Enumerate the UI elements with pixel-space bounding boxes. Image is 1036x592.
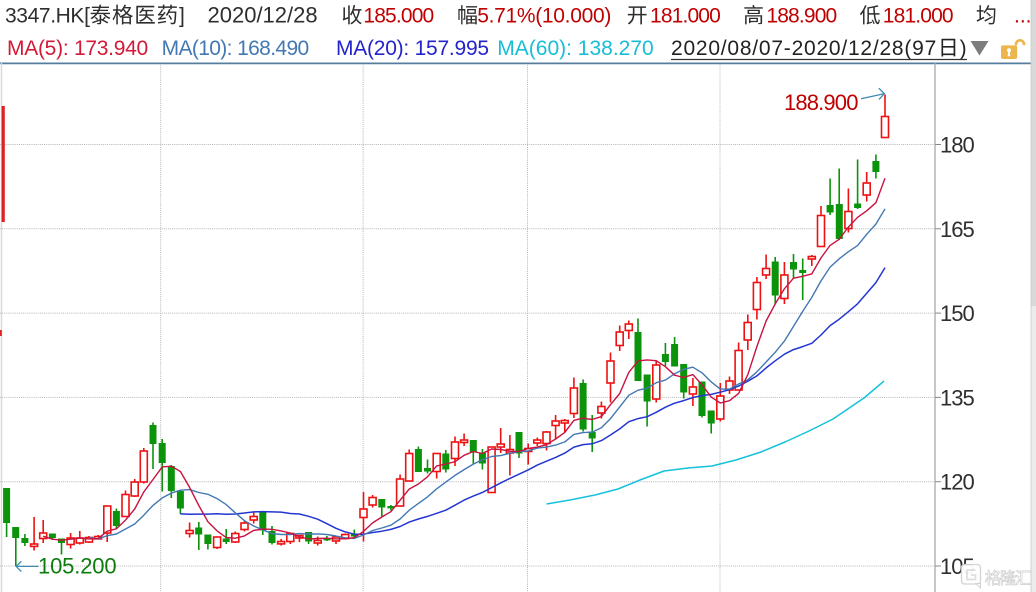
svg-text:165: 165 — [940, 217, 974, 242]
svg-text:188.900: 188.900 — [766, 5, 836, 28]
svg-text:3347.HK[: 3347.HK[ — [5, 5, 90, 28]
svg-text:MA(20): 157.995: MA(20): 157.995 — [336, 37, 489, 60]
svg-text:181.000: 181.000 — [883, 5, 953, 28]
svg-text:MA(5): 173.940: MA(5): 173.940 — [7, 37, 148, 60]
svg-text:105.200: 105.200 — [38, 554, 116, 579]
svg-text:180: 180 — [940, 133, 974, 158]
svg-text:]: ] — [179, 5, 185, 28]
svg-text:...: ... — [1014, 5, 1032, 28]
svg-text:181.000: 181.000 — [650, 5, 720, 28]
svg-text:): ) — [960, 37, 967, 60]
svg-text:2020/12/28: 2020/12/28 — [208, 3, 318, 28]
svg-text:188.900: 188.900 — [784, 90, 858, 115]
svg-text:185.000: 185.000 — [363, 5, 433, 28]
svg-text:135: 135 — [940, 385, 974, 410]
svg-text:2020/08/07-2020/12/28(97: 2020/08/07-2020/12/28(97 — [671, 37, 937, 60]
svg-text:MA(10): 168.490: MA(10): 168.490 — [162, 37, 309, 60]
svg-text:120: 120 — [940, 470, 974, 495]
svg-text:150: 150 — [940, 301, 974, 326]
svg-text:5.71%(10.000): 5.71%(10.000) — [477, 5, 611, 28]
svg-text:MA(60): 138.270: MA(60): 138.270 — [497, 37, 653, 60]
